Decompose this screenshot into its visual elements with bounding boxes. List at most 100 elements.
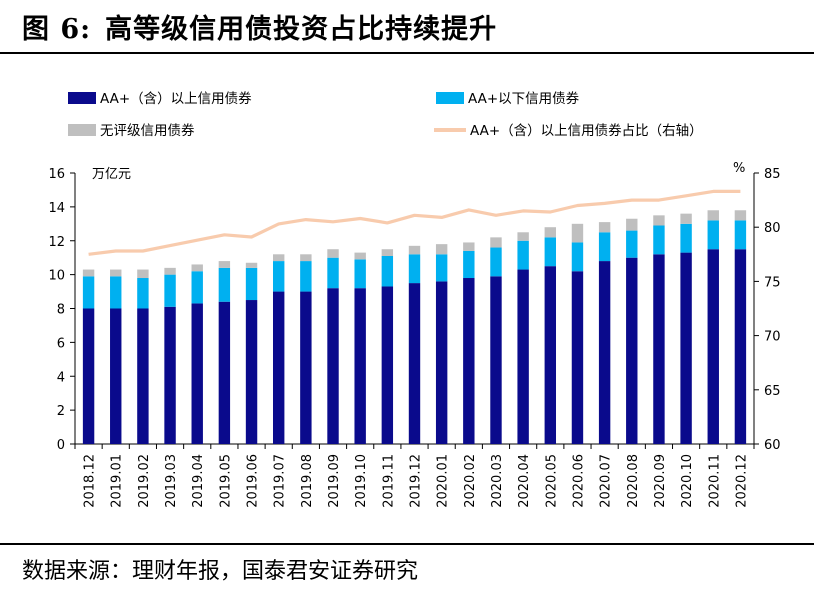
bar-below-aa-plus (354, 259, 366, 289)
top-rule (0, 52, 814, 54)
x-tick-label: 2019.03 (164, 454, 179, 508)
bar-unrated (653, 215, 665, 226)
bar-below-aa-plus (272, 261, 285, 292)
bar-unrated (544, 227, 557, 238)
x-tick-label: 2019.10 (354, 454, 369, 508)
bar-unrated (435, 244, 448, 255)
bar-aa-plus-above (245, 300, 258, 444)
left-axis-ticks: 0 2 4 6 8 10 12 14 16 (48, 167, 75, 453)
bar-below-aa-plus (164, 274, 176, 307)
bar-aa-plus-above (463, 278, 475, 444)
chart-title: 图 6: 高等级信用债投资占比持续提升 (22, 10, 511, 50)
bar-below-aa-plus (626, 230, 638, 258)
bar-unrated (300, 254, 312, 262)
bar-below-aa-plus (544, 237, 557, 267)
bar-aa-plus-above (707, 249, 719, 444)
bar-unrated (598, 222, 611, 233)
bar-below-aa-plus (435, 254, 448, 282)
bar-aa-plus-above (544, 266, 557, 444)
bar-below-aa-plus (653, 225, 665, 255)
right-tick-label: 85 (764, 167, 781, 182)
bar-aa-plus-above (626, 257, 638, 444)
bar-below-aa-plus (82, 276, 95, 309)
line-share-aa-plus-above (88, 189, 741, 256)
right-tick-label: 75 (764, 275, 781, 290)
bar-below-aa-plus (680, 223, 692, 253)
left-tick-label: 4 (57, 370, 65, 385)
bar-below-aa-plus (517, 240, 529, 270)
x-tick-label: 2020.10 (680, 454, 695, 508)
legend-swatch-aa-plus-above (68, 92, 96, 104)
x-tick-label: 2019.08 (300, 454, 315, 508)
x-axis-ticks: 2018.12 2019.01 2019.02 2019.03 2019.04 2019.… (74, 444, 755, 508)
x-tick-label: 2019.11 (381, 454, 396, 508)
right-tick-label: 80 (764, 221, 781, 236)
x-tick-label: 2020.05 (544, 454, 559, 508)
bar-unrated (680, 213, 692, 224)
legend-swatch-unrated (68, 124, 96, 136)
x-tick-label: 2019.01 (110, 454, 125, 508)
right-axis-ticks: 60 65 70 75 80 85 (754, 167, 781, 453)
bar-unrated (110, 269, 122, 277)
legend-swatch-below-aa-plus (436, 92, 464, 104)
bar-aa-plus-above (110, 308, 122, 444)
bar-unrated (218, 261, 231, 268)
source-note: 数据来源：理财年报，国泰君安证券研究 (22, 559, 419, 584)
x-tick-label: 2020.11 (707, 454, 722, 508)
x-tick-label: 2020.04 (517, 454, 532, 508)
bar-aa-plus-above (435, 281, 448, 444)
left-axis-unit: 万亿元 (92, 167, 131, 182)
x-tick-label: 2019.06 (246, 454, 261, 508)
bar-aa-plus-above (598, 261, 611, 444)
bar-aa-plus-above (653, 254, 665, 444)
x-tick-label: 2019.05 (218, 454, 233, 508)
left-tick-label: 16 (48, 167, 65, 182)
bar-unrated (354, 252, 366, 260)
bar-aa-plus-above (354, 288, 366, 444)
x-tick-label: 2020.01 (436, 454, 451, 508)
left-tick-label: 12 (48, 235, 65, 250)
bar-unrated (707, 210, 719, 221)
x-tick-label: 2020.09 (653, 454, 668, 508)
x-tick-label: 2020.12 (734, 454, 749, 508)
bar-below-aa-plus (408, 254, 421, 284)
right-axis-unit: % (733, 161, 745, 176)
bar-aa-plus-above (137, 308, 149, 444)
bar-below-aa-plus (137, 278, 149, 309)
bar-aa-plus-above (300, 291, 312, 444)
bar-unrated (137, 269, 149, 279)
bar-unrated (164, 267, 176, 275)
bar-aa-plus-above (82, 308, 95, 444)
legend-label-below-aa-plus: AA+以下信用债券 (468, 91, 580, 107)
left-tick-label: 2 (57, 404, 65, 419)
bar-unrated (381, 249, 394, 256)
bar-below-aa-plus (463, 250, 475, 279)
x-tick-label: 2020.06 (571, 454, 586, 508)
legend: AA+（含）以上信用债券 AA+以下信用债券 无评级信用债券 AA+（含）以上信… (68, 91, 703, 139)
line-series (88, 189, 741, 256)
bar-aa-plus-above (490, 276, 502, 444)
bar-unrated (82, 269, 95, 277)
bar-unrated (327, 249, 339, 258)
x-tick-label: 2019.12 (409, 454, 424, 508)
bar-aa-plus-above (272, 291, 285, 444)
legend-label-aa-plus-above: AA+（含）以上信用债券 (100, 91, 252, 107)
bottom-rule (0, 543, 814, 545)
x-tick-label: 2020.07 (599, 454, 614, 508)
bar-unrated (191, 264, 203, 272)
left-tick-label: 14 (48, 201, 65, 216)
x-tick-label: 2019.07 (273, 454, 288, 508)
x-tick-label: 2018.12 (83, 454, 98, 508)
x-tick-label: 2019.02 (137, 454, 152, 508)
bar-unrated (490, 237, 502, 248)
bar-unrated (408, 245, 421, 255)
left-tick-label: 0 (57, 438, 65, 453)
bar-unrated (245, 262, 258, 268)
bar-unrated (626, 218, 638, 231)
bar-below-aa-plus (245, 267, 258, 301)
bar-below-aa-plus (734, 220, 747, 250)
bar-aa-plus-above (517, 269, 529, 444)
bar-series (82, 210, 747, 444)
bar-unrated (517, 232, 529, 241)
x-tick-label: 2019.04 (191, 454, 206, 508)
